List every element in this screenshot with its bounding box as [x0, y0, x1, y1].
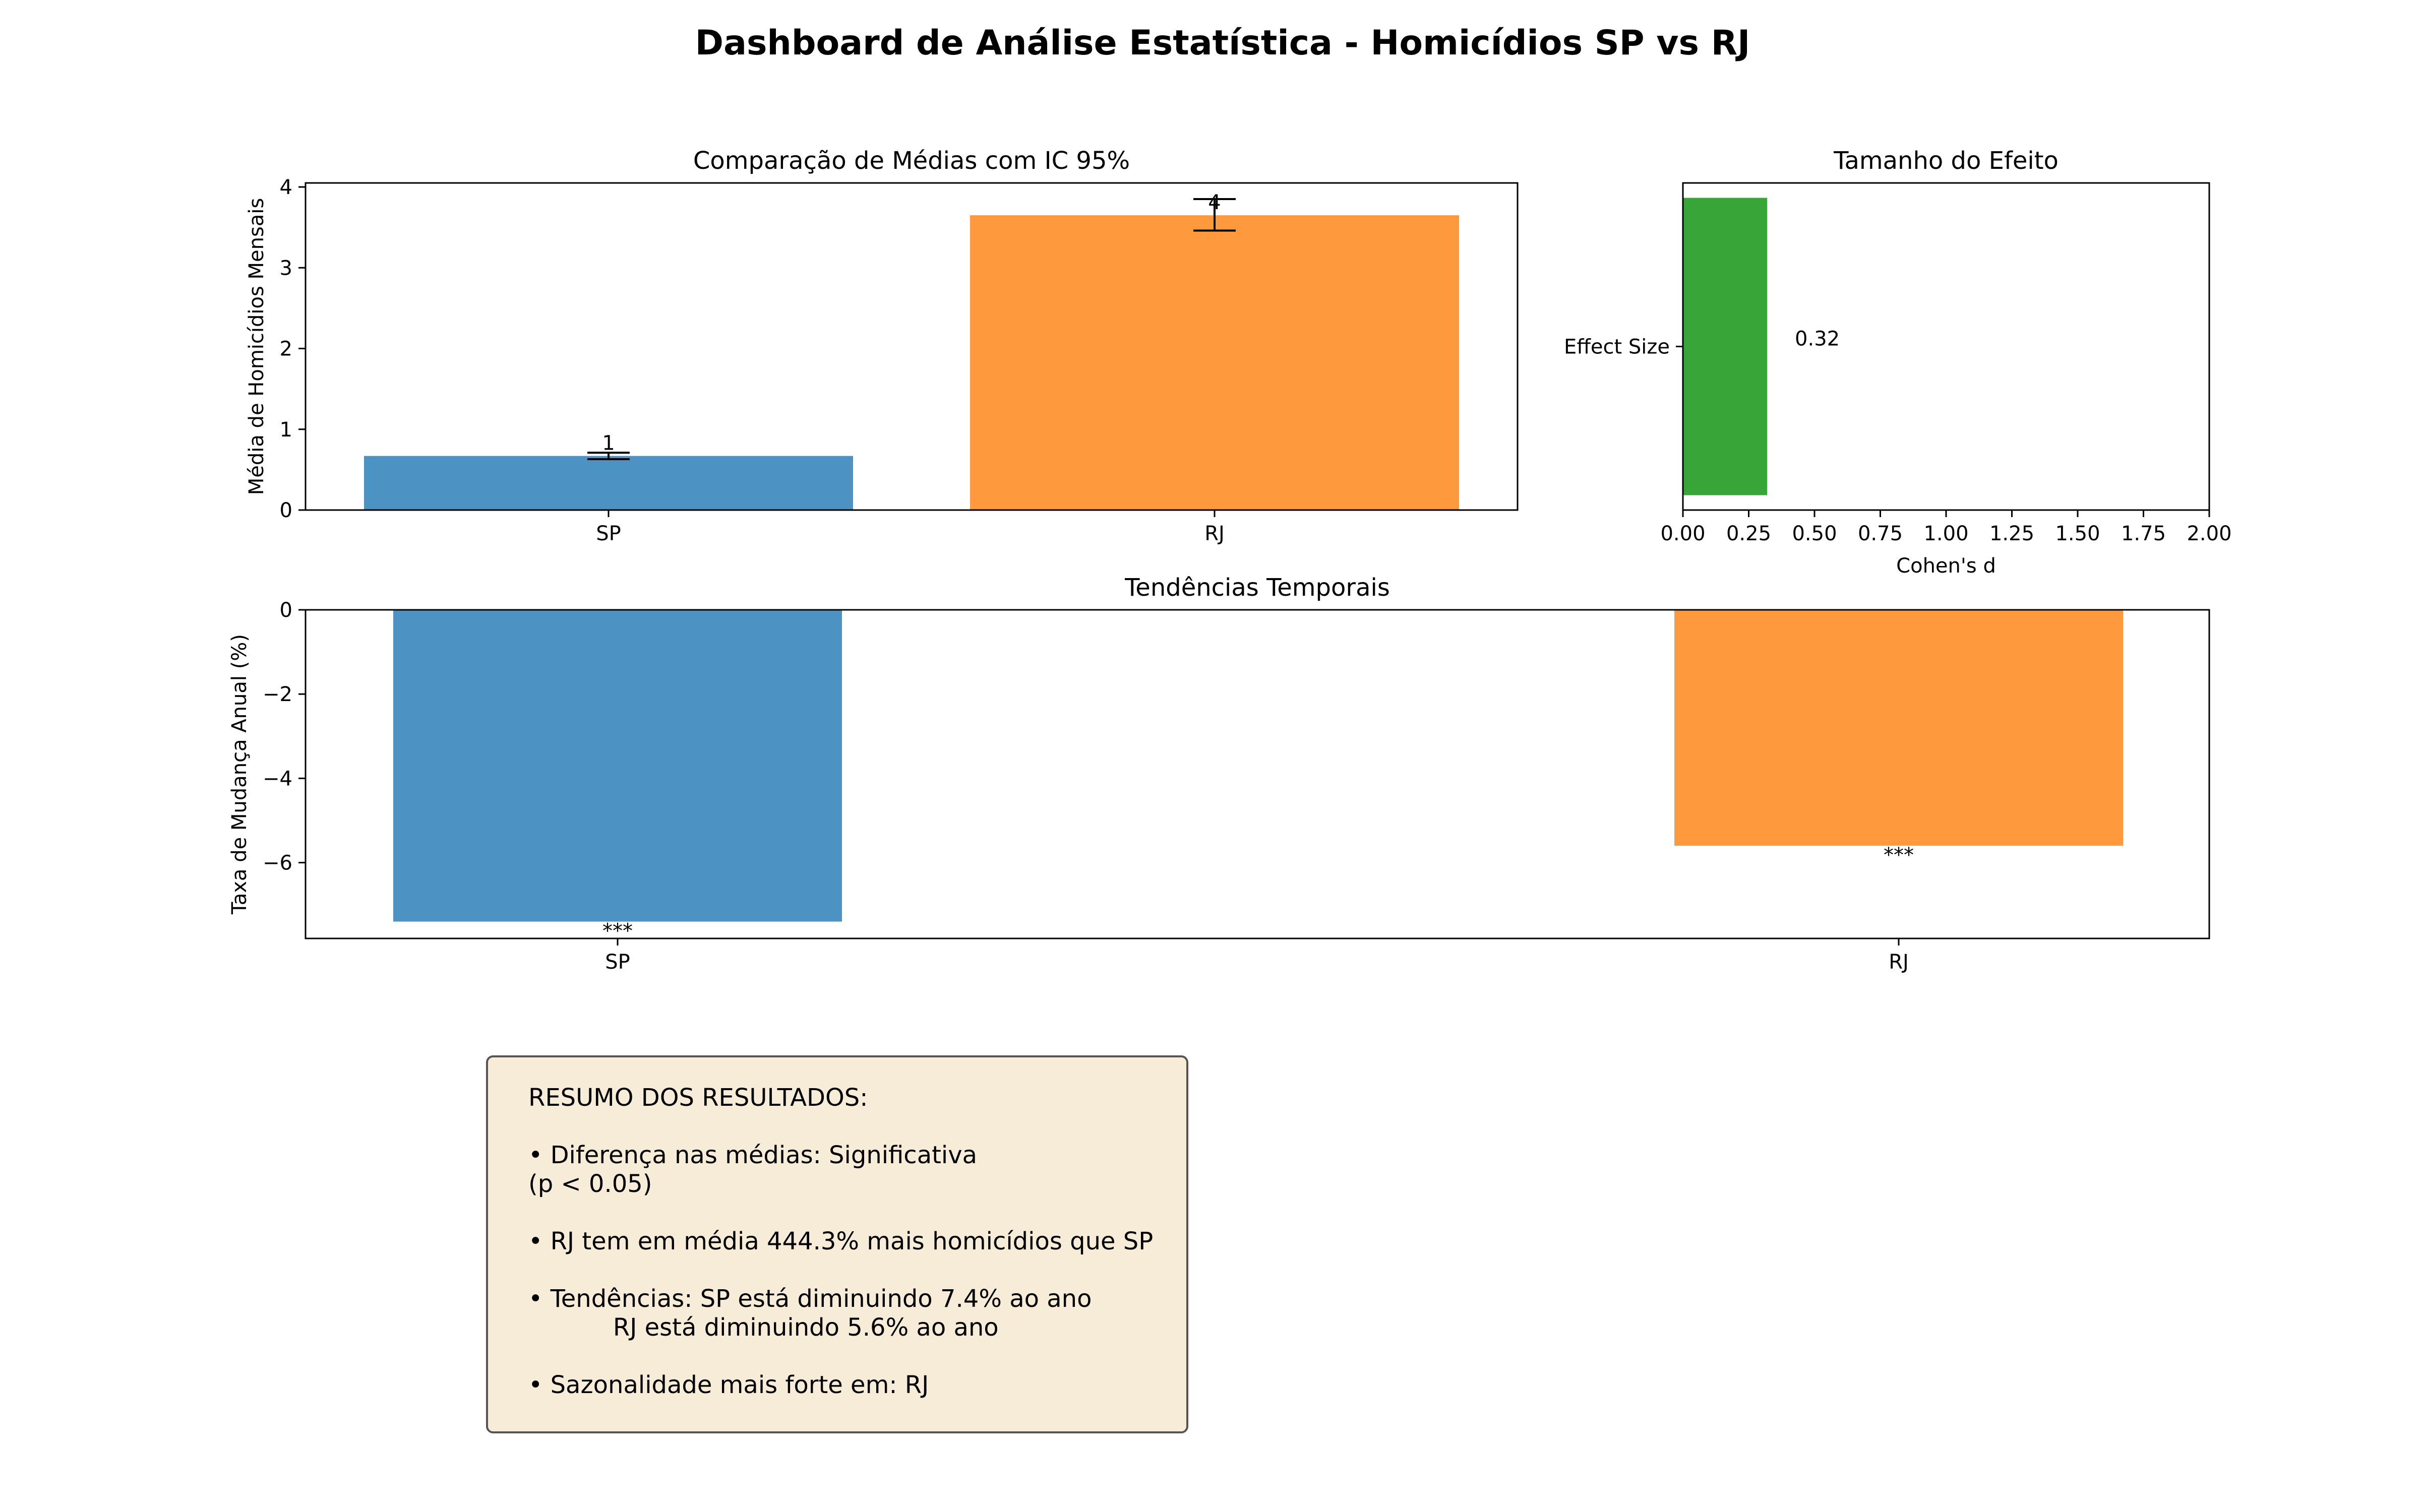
summary-line: • Diferença nas médias: Significativa — [528, 1141, 978, 1169]
y-tick-label: −6 — [263, 852, 292, 875]
summary-line: • RJ tem em média 444.3% mais homicídios… — [528, 1227, 1154, 1255]
x-tick-label: 1.25 — [1989, 522, 2034, 545]
x-tick-label: 0.00 — [1660, 522, 1705, 545]
x-tick-label: 0.75 — [1858, 522, 1903, 545]
effect-axes-frame — [1682, 182, 2210, 511]
x-tick-label: 1.00 — [1923, 522, 1968, 545]
effect-size-value-label: 0.32 — [1795, 328, 1840, 351]
means-comparison-chart: Comparação de Médias com IC 95% 1 SP 4 RJ 0 1 2… — [245, 147, 1519, 545]
means-bar-sp — [364, 456, 853, 510]
x-tick-label: 0.25 — [1726, 522, 1771, 545]
temporal-trends-chart: Tendências Temporais***SP***RJ−6−4−20Tax… — [228, 574, 2210, 974]
y-tick-label: 1 — [280, 418, 292, 442]
summary-line: RESUMO DOS RESULTADOS: — [528, 1084, 868, 1112]
means-data-label: 4 — [1208, 191, 1221, 214]
trends-y-axis-label: Taxa de Mudança Anual (%) — [228, 634, 251, 915]
effect-chart-title: Tamanho do Efeito — [1833, 147, 2059, 175]
x-tick-label: 1.50 — [2055, 522, 2100, 545]
results-summary-box: RESUMO DOS RESULTADOS: • Diferença nas mé… — [486, 1055, 1188, 1433]
y-tick-label: 2 — [280, 338, 292, 361]
means-axes-frame — [305, 182, 1519, 511]
summary-spacer — [528, 1342, 1186, 1371]
x-tick-label: RJ — [1889, 951, 1909, 974]
x-tick-label: 2.00 — [2187, 522, 2231, 545]
summary-spacer — [528, 1112, 1186, 1141]
effect-x-axis-label: Cohen's d — [1896, 554, 1996, 578]
x-tick-label: 0.50 — [1792, 522, 1837, 545]
effect-size-bar — [1683, 198, 1768, 495]
x-tick-label: 1.75 — [2121, 522, 2166, 545]
y-tick-label: 3 — [280, 257, 292, 280]
trends-chart-title: Tendências Temporais — [1124, 574, 1390, 602]
y-tick-label: −2 — [263, 683, 292, 706]
summary-line: RJ está diminuindo 5.6% ao ano — [528, 1313, 999, 1342]
dashboard-title: Dashboard de Análise Estatística - Homic… — [695, 23, 1750, 63]
y-tick-label: −4 — [263, 767, 292, 790]
summary-line: • Sazonalidade mais forte em: RJ — [528, 1371, 929, 1399]
trend-bar-sp — [393, 610, 842, 922]
summary-spacer — [528, 1199, 1186, 1227]
y-tick-label: Effect Size — [1564, 336, 1670, 359]
y-tick-label: 0 — [280, 499, 292, 522]
y-tick-label: 4 — [280, 176, 292, 199]
x-tick-label: SP — [596, 522, 621, 545]
means-bar-rj — [970, 215, 1459, 510]
effect-size-chart: Tamanho do Efeito 0.32 Effect Size 0.00 0.25… — [1564, 147, 2231, 578]
trends-axes-frame — [305, 609, 2210, 939]
means-data-label: 1 — [602, 432, 615, 455]
x-tick-label: RJ — [1204, 522, 1225, 545]
significance-label: *** — [1884, 844, 1914, 867]
means-chart-title: Comparação de Médias com IC 95% — [693, 147, 1130, 175]
summary-spacer — [528, 1256, 1186, 1285]
y-tick-label: 0 — [280, 599, 292, 622]
summary-line: (p < 0.05) — [528, 1170, 652, 1198]
means-y-axis-label: Média de Homicídios Mensais — [245, 198, 268, 495]
x-tick-label: SP — [605, 951, 630, 974]
trend-bar-rj — [1674, 610, 2123, 846]
summary-line: • Tendências: SP está diminuindo 7.4% ao… — [528, 1285, 1092, 1313]
